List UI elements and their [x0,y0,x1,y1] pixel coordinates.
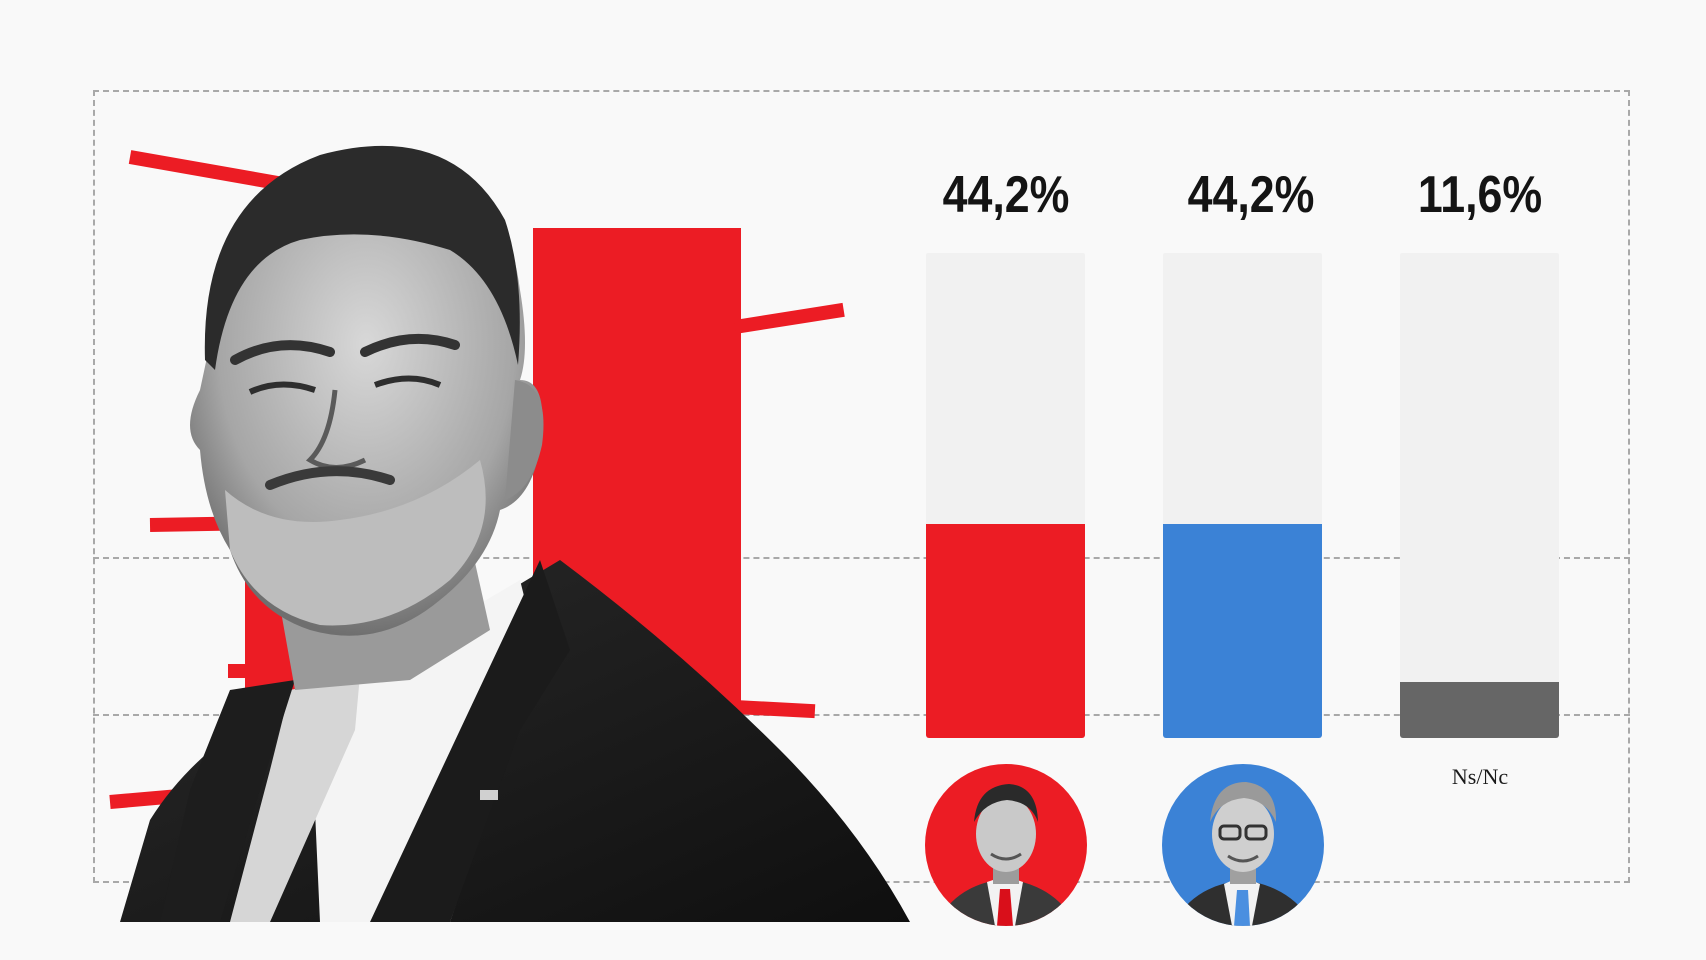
red-candidate-avatar-icon [935,784,1077,926]
bar-track-2 [1163,253,1322,738]
avatar-red-candidate [925,764,1087,926]
value-label-bar-2: 44,2% [1187,166,1315,224]
bar-track-3 [1400,253,1559,738]
dashed-gridline-lower [93,714,1630,716]
portrait-photo [120,130,920,922]
bar-3 [1400,681,1559,738]
red-stripe-left-small [228,664,263,678]
avatar-blue-candidate [1162,764,1324,926]
portrait-illustration [120,145,910,922]
blue-candidate-avatar-icon [1172,782,1314,926]
bar-track-1 [926,253,1085,738]
value-label-bar-3: 11,6% [1417,166,1543,224]
bar-2 [1163,523,1322,738]
bar-1 [926,523,1085,738]
category-label-ns-nc: Ns/Nc [1451,764,1509,789]
value-label-bar-1: 44,2% [942,166,1070,224]
dashed-gridline-upper [93,557,1630,559]
